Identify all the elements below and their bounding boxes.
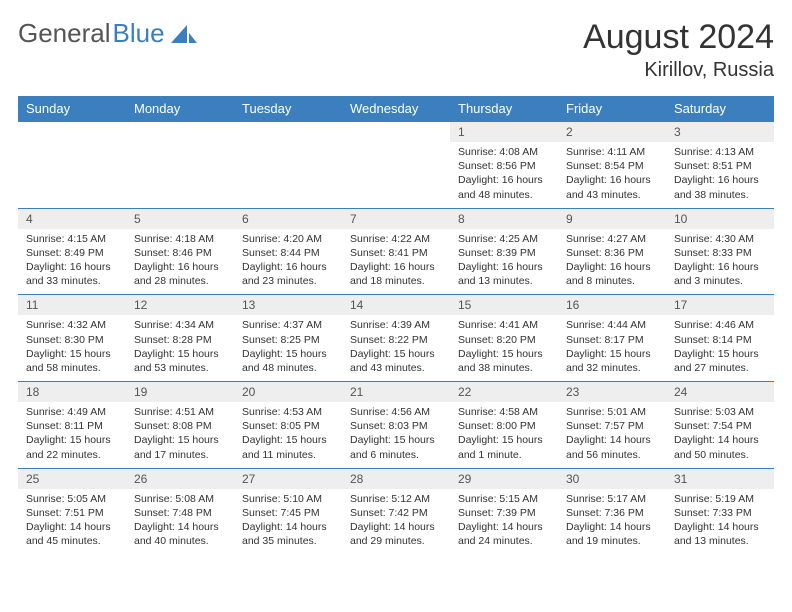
day-content-cell: Sunrise: 4:15 AMSunset: 8:49 PMDaylight:… bbox=[18, 229, 126, 295]
content-row: Sunrise: 4:08 AMSunset: 8:56 PMDaylight:… bbox=[18, 142, 774, 208]
day-number-cell: 4 bbox=[18, 208, 126, 229]
daynum-row: 18192021222324 bbox=[18, 382, 774, 403]
content-row: Sunrise: 5:05 AMSunset: 7:51 PMDaylight:… bbox=[18, 489, 774, 555]
day-number-cell: 10 bbox=[666, 208, 774, 229]
day-content-cell: Sunrise: 5:08 AMSunset: 7:48 PMDaylight:… bbox=[126, 489, 234, 555]
day-number-cell: 27 bbox=[234, 468, 342, 489]
day-content-cell: Sunrise: 5:12 AMSunset: 7:42 PMDaylight:… bbox=[342, 489, 450, 555]
day-content-cell: Sunrise: 5:01 AMSunset: 7:57 PMDaylight:… bbox=[558, 402, 666, 468]
day-content-cell: Sunrise: 4:44 AMSunset: 8:17 PMDaylight:… bbox=[558, 315, 666, 381]
daynum-row: 11121314151617 bbox=[18, 295, 774, 316]
day-number-cell: 20 bbox=[234, 382, 342, 403]
title-block: August 2024 Kirillov, Russia bbox=[583, 18, 774, 82]
content-row: Sunrise: 4:49 AMSunset: 8:11 PMDaylight:… bbox=[18, 402, 774, 468]
day-header: Tuesday bbox=[234, 96, 342, 122]
day-number-cell bbox=[234, 122, 342, 143]
day-content-cell bbox=[126, 142, 234, 208]
day-content-cell: Sunrise: 4:37 AMSunset: 8:25 PMDaylight:… bbox=[234, 315, 342, 381]
day-content-cell: Sunrise: 4:39 AMSunset: 8:22 PMDaylight:… bbox=[342, 315, 450, 381]
day-content-cell: Sunrise: 4:58 AMSunset: 8:00 PMDaylight:… bbox=[450, 402, 558, 468]
logo-text-blue: Blue bbox=[113, 18, 165, 49]
day-content-cell bbox=[234, 142, 342, 208]
location: Kirillov, Russia bbox=[583, 59, 774, 82]
day-content-cell: Sunrise: 4:46 AMSunset: 8:14 PMDaylight:… bbox=[666, 315, 774, 381]
day-number-cell: 22 bbox=[450, 382, 558, 403]
page-title: August 2024 bbox=[583, 18, 774, 57]
day-content-cell: Sunrise: 4:25 AMSunset: 8:39 PMDaylight:… bbox=[450, 229, 558, 295]
day-number-cell: 25 bbox=[18, 468, 126, 489]
day-content-cell: Sunrise: 5:15 AMSunset: 7:39 PMDaylight:… bbox=[450, 489, 558, 555]
day-number-cell: 24 bbox=[666, 382, 774, 403]
day-header: Sunday bbox=[18, 96, 126, 122]
day-header: Saturday bbox=[666, 96, 774, 122]
day-number-cell: 31 bbox=[666, 468, 774, 489]
day-number-cell: 26 bbox=[126, 468, 234, 489]
day-content-cell: Sunrise: 4:32 AMSunset: 8:30 PMDaylight:… bbox=[18, 315, 126, 381]
day-header-row: SundayMondayTuesdayWednesdayThursdayFrid… bbox=[18, 96, 774, 122]
day-number-cell: 13 bbox=[234, 295, 342, 316]
day-header: Monday bbox=[126, 96, 234, 122]
day-content-cell bbox=[18, 142, 126, 208]
day-content-cell: Sunrise: 5:17 AMSunset: 7:36 PMDaylight:… bbox=[558, 489, 666, 555]
day-content-cell: Sunrise: 4:56 AMSunset: 8:03 PMDaylight:… bbox=[342, 402, 450, 468]
daynum-row: 123 bbox=[18, 122, 774, 143]
day-number-cell: 15 bbox=[450, 295, 558, 316]
day-number-cell: 16 bbox=[558, 295, 666, 316]
day-number-cell: 12 bbox=[126, 295, 234, 316]
day-header: Wednesday bbox=[342, 96, 450, 122]
logo-sail-icon bbox=[171, 23, 197, 45]
header: GeneralBlue August 2024 Kirillov, Russia bbox=[18, 18, 774, 82]
day-content-cell: Sunrise: 4:34 AMSunset: 8:28 PMDaylight:… bbox=[126, 315, 234, 381]
day-number-cell bbox=[18, 122, 126, 143]
calendar-body: 123Sunrise: 4:08 AMSunset: 8:56 PMDaylig… bbox=[18, 122, 774, 555]
day-content-cell: Sunrise: 4:27 AMSunset: 8:36 PMDaylight:… bbox=[558, 229, 666, 295]
day-number-cell: 30 bbox=[558, 468, 666, 489]
day-content-cell: Sunrise: 4:49 AMSunset: 8:11 PMDaylight:… bbox=[18, 402, 126, 468]
day-number-cell: 9 bbox=[558, 208, 666, 229]
day-content-cell: Sunrise: 4:18 AMSunset: 8:46 PMDaylight:… bbox=[126, 229, 234, 295]
logo-text-general: General bbox=[18, 18, 111, 49]
day-content-cell: Sunrise: 4:11 AMSunset: 8:54 PMDaylight:… bbox=[558, 142, 666, 208]
day-number-cell: 5 bbox=[126, 208, 234, 229]
day-content-cell bbox=[342, 142, 450, 208]
content-row: Sunrise: 4:32 AMSunset: 8:30 PMDaylight:… bbox=[18, 315, 774, 381]
day-number-cell: 21 bbox=[342, 382, 450, 403]
day-content-cell: Sunrise: 4:22 AMSunset: 8:41 PMDaylight:… bbox=[342, 229, 450, 295]
day-number-cell: 14 bbox=[342, 295, 450, 316]
day-number-cell: 6 bbox=[234, 208, 342, 229]
day-content-cell: Sunrise: 5:10 AMSunset: 7:45 PMDaylight:… bbox=[234, 489, 342, 555]
day-number-cell: 11 bbox=[18, 295, 126, 316]
day-number-cell: 18 bbox=[18, 382, 126, 403]
daynum-row: 25262728293031 bbox=[18, 468, 774, 489]
day-content-cell: Sunrise: 4:53 AMSunset: 8:05 PMDaylight:… bbox=[234, 402, 342, 468]
day-number-cell: 8 bbox=[450, 208, 558, 229]
day-content-cell: Sunrise: 5:03 AMSunset: 7:54 PMDaylight:… bbox=[666, 402, 774, 468]
daynum-row: 45678910 bbox=[18, 208, 774, 229]
day-number-cell: 7 bbox=[342, 208, 450, 229]
day-content-cell: Sunrise: 5:05 AMSunset: 7:51 PMDaylight:… bbox=[18, 489, 126, 555]
day-number-cell: 28 bbox=[342, 468, 450, 489]
day-number-cell: 29 bbox=[450, 468, 558, 489]
day-number-cell: 2 bbox=[558, 122, 666, 143]
day-content-cell: Sunrise: 5:19 AMSunset: 7:33 PMDaylight:… bbox=[666, 489, 774, 555]
day-header: Friday bbox=[558, 96, 666, 122]
day-header: Thursday bbox=[450, 96, 558, 122]
day-content-cell: Sunrise: 4:13 AMSunset: 8:51 PMDaylight:… bbox=[666, 142, 774, 208]
day-content-cell: Sunrise: 4:51 AMSunset: 8:08 PMDaylight:… bbox=[126, 402, 234, 468]
day-number-cell bbox=[126, 122, 234, 143]
day-number-cell: 19 bbox=[126, 382, 234, 403]
day-content-cell: Sunrise: 4:08 AMSunset: 8:56 PMDaylight:… bbox=[450, 142, 558, 208]
logo: GeneralBlue bbox=[18, 18, 197, 49]
day-content-cell: Sunrise: 4:41 AMSunset: 8:20 PMDaylight:… bbox=[450, 315, 558, 381]
day-number-cell: 17 bbox=[666, 295, 774, 316]
day-number-cell: 1 bbox=[450, 122, 558, 143]
day-content-cell: Sunrise: 4:20 AMSunset: 8:44 PMDaylight:… bbox=[234, 229, 342, 295]
content-row: Sunrise: 4:15 AMSunset: 8:49 PMDaylight:… bbox=[18, 229, 774, 295]
day-number-cell bbox=[342, 122, 450, 143]
day-number-cell: 3 bbox=[666, 122, 774, 143]
day-content-cell: Sunrise: 4:30 AMSunset: 8:33 PMDaylight:… bbox=[666, 229, 774, 295]
calendar-table: SundayMondayTuesdayWednesdayThursdayFrid… bbox=[18, 96, 774, 554]
day-number-cell: 23 bbox=[558, 382, 666, 403]
